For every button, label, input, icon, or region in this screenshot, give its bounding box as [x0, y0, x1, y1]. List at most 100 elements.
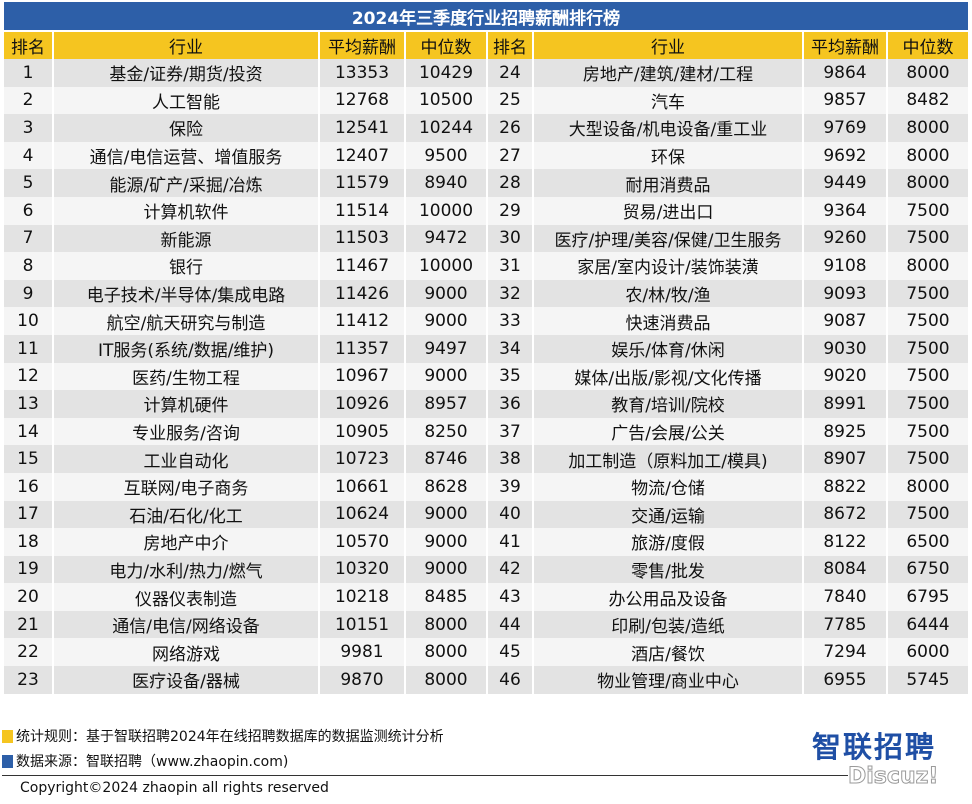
rank-cell-right: 37	[488, 417, 534, 446]
industry-cell-left: 计算机硬件	[54, 390, 320, 418]
avg-salary-cell-left: 12768	[320, 86, 406, 115]
header-rank-right: 排名	[488, 32, 534, 59]
avg-salary-cell-left: 10723	[320, 445, 406, 473]
median-cell-right: 8000	[888, 114, 968, 142]
median-cell-right: 8000	[888, 252, 968, 280]
rank-cell-left: 20	[4, 583, 54, 611]
industry-cell-left: 航空/航天研究与制造	[54, 307, 320, 335]
median-cell-right: 8000	[888, 59, 968, 87]
industry-cell-right: 印刷/包装/造纸	[534, 610, 804, 639]
avg-salary-cell-left: 11514	[320, 196, 406, 225]
avg-salary-cell-left: 11426	[320, 279, 406, 308]
table-row: 14 专业服务/咨询 10905 8250 37 广告/会展/公关 8925 7500	[4, 417, 968, 446]
avg-salary-cell-left: 10570	[320, 528, 406, 556]
header-industry-left: 行业	[54, 32, 320, 59]
rank-cell-left: 19	[4, 555, 54, 584]
table-row: 7 新能源 11503 9472 30 医疗/护理/美容/保健/卫生服务 9260 7500	[4, 224, 968, 253]
table-row: 16 互联网/电子商务 10661 8628 39 物流/仓储 8822 8000	[4, 472, 968, 501]
industry-cell-left: 新能源	[54, 224, 320, 253]
table-row: 19 电力/水利/热力/燃气 10320 9000 42 零售/批发 8084 6750	[4, 555, 968, 584]
avg-salary-cell-right: 8907	[804, 445, 888, 473]
rank-cell-left: 5	[4, 169, 54, 197]
industry-cell-left: 电子技术/半导体/集成电路	[54, 279, 320, 308]
source-note-text: 数据来源：智联招聘（www.zhaopin.com)	[16, 754, 289, 770]
median-cell-left: 8957	[406, 390, 488, 418]
median-cell-left: 8746	[406, 445, 488, 473]
data-source-note: 数据来源：智联招聘（www.zhaopin.com)	[2, 751, 288, 771]
industry-cell-right: 交通/运输	[534, 500, 804, 529]
rank-cell-right: 28	[488, 169, 534, 197]
avg-salary-cell-right: 9449	[804, 169, 888, 197]
industry-cell-right: 耐用消费品	[534, 169, 804, 197]
median-cell-left: 9000	[406, 362, 488, 391]
table-row: 18 房地产中介 10570 9000 41 旅游/度假 8122 6500	[4, 528, 968, 556]
page-title: 2024年三季度行业招聘薪酬排行榜	[4, 2, 968, 30]
median-cell-left: 8628	[406, 472, 488, 501]
median-cell-left: 9000	[406, 279, 488, 308]
median-cell-right: 6750	[888, 555, 968, 584]
avg-salary-cell-right: 9769	[804, 114, 888, 142]
rank-cell-right: 44	[488, 610, 534, 639]
industry-cell-left: IT服务(系统/数据/维护)	[54, 334, 320, 363]
avg-salary-cell-left: 9870	[320, 666, 406, 694]
median-cell-left: 8485	[406, 583, 488, 611]
median-cell-right: 7500	[888, 334, 968, 363]
avg-salary-cell-right: 7785	[804, 610, 888, 639]
rank-cell-right: 32	[488, 279, 534, 308]
avg-salary-cell-right: 7840	[804, 583, 888, 611]
avg-salary-cell-right: 8925	[804, 417, 888, 446]
rank-cell-right: 38	[488, 445, 534, 473]
industry-cell-right: 零售/批发	[534, 555, 804, 584]
median-cell-left: 10000	[406, 252, 488, 280]
median-cell-right: 7500	[888, 362, 968, 391]
industry-cell-right: 加工制造（原料加工/模具)	[534, 445, 804, 473]
industry-cell-right: 教育/培训/院校	[534, 390, 804, 418]
rank-cell-left: 4	[4, 141, 54, 170]
avg-salary-cell-right: 8672	[804, 500, 888, 529]
median-cell-left: 9472	[406, 224, 488, 253]
table-body: 1 基金/证券/期货/投资 13353 10429 24 房地产/建筑/建材/工程 9864…	[4, 59, 968, 694]
median-cell-left: 9000	[406, 528, 488, 556]
industry-cell-left: 专业服务/咨询	[54, 417, 320, 446]
median-cell-left: 9497	[406, 334, 488, 363]
avg-salary-cell-right: 9692	[804, 141, 888, 170]
industry-cell-left: 人工智能	[54, 86, 320, 115]
rank-cell-left: 9	[4, 279, 54, 308]
table-row: 1 基金/证券/期货/投资 13353 10429 24 房地产/建筑/建材/工程 9864…	[4, 59, 968, 87]
table-row: 4 通信/电信运营、增值服务 12407 9500 27 环保 9692 8000	[4, 141, 968, 170]
avg-salary-cell-left: 10624	[320, 500, 406, 529]
industry-cell-right: 医疗/护理/美容/保健/卫生服务	[534, 224, 804, 253]
avg-salary-cell-right: 9864	[804, 59, 888, 87]
avg-salary-cell-right: 9857	[804, 86, 888, 115]
rank-cell-left: 22	[4, 638, 54, 667]
median-cell-left: 9000	[406, 307, 488, 335]
rank-cell-left: 14	[4, 417, 54, 446]
rank-cell-left: 2	[4, 86, 54, 115]
rank-cell-left: 23	[4, 666, 54, 694]
rank-cell-right: 25	[488, 86, 534, 115]
median-cell-left: 8000	[406, 638, 488, 667]
median-cell-right: 5745	[888, 666, 968, 694]
median-cell-right: 7500	[888, 500, 968, 529]
rank-cell-left: 17	[4, 500, 54, 529]
rank-cell-right: 46	[488, 666, 534, 694]
rank-cell-left: 15	[4, 445, 54, 473]
avg-salary-cell-left: 10320	[320, 555, 406, 584]
rank-cell-left: 11	[4, 334, 54, 363]
salary-ranking-table: 排名 行业 平均薪酬 中位数 排名 行业 平均薪酬 中位数 1 基金/证券/期货/…	[4, 32, 968, 694]
rank-cell-left: 21	[4, 610, 54, 639]
rank-cell-left: 6	[4, 196, 54, 225]
industry-cell-left: 银行	[54, 252, 320, 280]
median-cell-right: 7500	[888, 417, 968, 446]
industry-cell-right: 快速消费品	[534, 307, 804, 335]
median-cell-right: 7500	[888, 224, 968, 253]
rank-cell-right: 29	[488, 196, 534, 225]
rank-cell-left: 18	[4, 528, 54, 556]
statistics-rule-note: 统计规则：基于智联招聘2024年在线招聘数据库的数据监测统计分析	[2, 726, 444, 746]
median-cell-right: 6795	[888, 583, 968, 611]
avg-salary-cell-left: 11467	[320, 252, 406, 280]
industry-cell-left: 保险	[54, 114, 320, 142]
table-row: 8 银行 11467 10000 31 家居/室内设计/装饰装潢 9108 8000	[4, 252, 968, 280]
avg-salary-cell-left: 10661	[320, 472, 406, 501]
rank-cell-right: 39	[488, 472, 534, 501]
